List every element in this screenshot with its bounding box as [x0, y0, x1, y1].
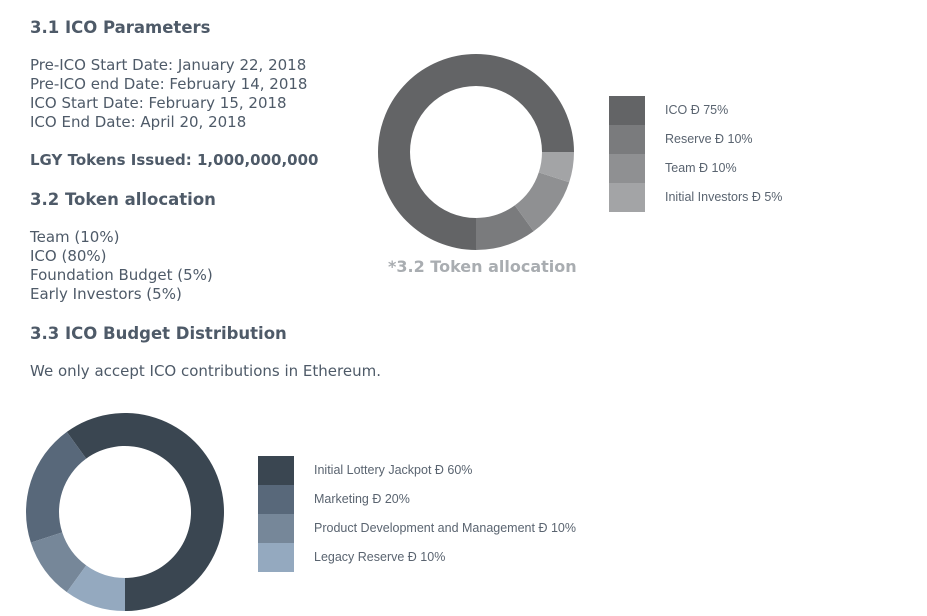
token-allocation-slice-ico-75 — [378, 54, 574, 250]
legend-swatch — [258, 456, 294, 485]
tokens-issued: LGY Tokens Issued: 1,000,000,000 — [30, 151, 319, 169]
token-allocation-chart-caption: *3.2 Token allocation — [388, 257, 577, 276]
ethereum-note: We only accept ICO contributions in Ethe… — [30, 362, 381, 380]
token-allocation-slice-initial-investors-5 — [538, 152, 574, 183]
ico-start-date: ICO Start Date: February 15, 2018 — [30, 94, 287, 112]
ico-end-date: ICO End Date: April 20, 2018 — [30, 113, 247, 131]
token-allocation-slice-team-10 — [514, 172, 570, 232]
allocation-ico: ICO (80%) — [30, 247, 107, 265]
legend-label: ICO Đ 75% — [665, 103, 729, 117]
legend-label: Reserve Đ 10% — [665, 132, 753, 146]
legend-label: Initial Lottery Jackpot Đ 60% — [314, 463, 473, 477]
budget-distribution-slice-initial-lottery-jackpot-60 — [66, 413, 224, 611]
legend-swatch — [258, 514, 294, 543]
token-allocation-slice-reserve-10 — [476, 205, 534, 250]
ico-dates-list: Pre-ICO Start Date: January 22, 2018 Pre… — [30, 56, 307, 132]
budget-distribution-donut — [26, 413, 224, 611]
pre-ico-start-date: Pre-ICO Start Date: January 22, 2018 — [30, 56, 307, 74]
legend-swatch — [258, 485, 294, 514]
pre-ico-end-date: Pre-ICO end Date: February 14, 2018 — [30, 75, 308, 93]
allocation-early-investors: Early Investors (5%) — [30, 285, 182, 303]
legend-label: Product Development and Management Đ 10% — [314, 521, 576, 535]
budget-distribution-slice-legacy-reserve-10 — [66, 565, 125, 611]
legend-label: Initial Investors Đ 5% — [665, 190, 783, 204]
ico-parameters-heading: 3.1 ICO Parameters — [30, 18, 211, 37]
legend-label: Team Đ 10% — [665, 161, 737, 175]
token-allocation-list: Team (10%) ICO (80%) Foundation Budget (… — [30, 228, 213, 304]
legend-swatch — [609, 125, 645, 154]
legend-swatch — [609, 154, 645, 183]
legend-swatch — [258, 543, 294, 572]
legend-label: Marketing Đ 20% — [314, 492, 410, 506]
token-allocation-heading: 3.2 Token allocation — [30, 190, 216, 209]
budget-distribution-slice-product-development-and-management-10 — [30, 532, 87, 593]
legend-swatch — [609, 183, 645, 212]
legend-label: Legacy Reserve Đ 10% — [314, 550, 446, 564]
allocation-foundation: Foundation Budget (5%) — [30, 266, 213, 284]
budget-distribution-slice-marketing-20 — [26, 431, 87, 543]
allocation-team: Team (10%) — [30, 228, 120, 246]
budget-distribution-heading: 3.3 ICO Budget Distribution — [30, 324, 287, 343]
token-allocation-donut — [378, 54, 574, 250]
legend-swatch — [609, 96, 645, 125]
